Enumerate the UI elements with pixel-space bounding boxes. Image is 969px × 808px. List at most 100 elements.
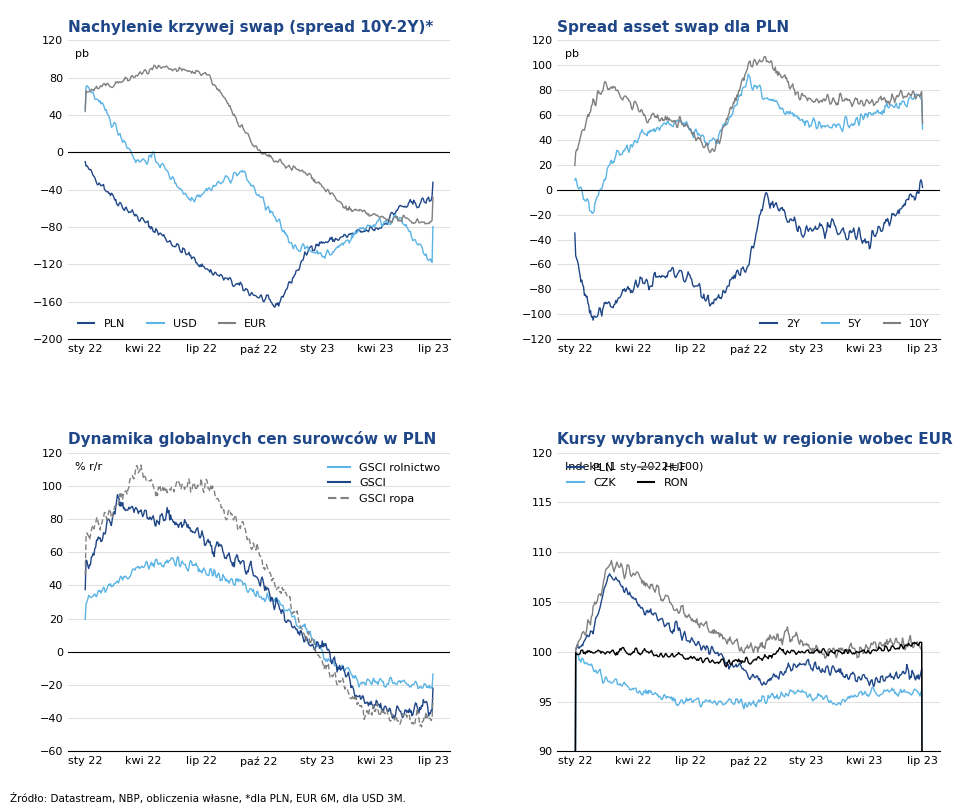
10Y [759,52,770,61]
USD [81,81,93,90]
GSCI ropa [331,680,343,690]
EUR [420,219,431,229]
EUR [148,61,160,70]
Line: HUF: HUF [575,561,922,808]
Text: Nachylenie krzywej swap (spread 10Y-2Y)*: Nachylenie krzywej swap (spread 10Y-2Y)* [68,20,433,35]
HUF [789,631,800,641]
5Y [586,208,598,218]
USD [426,258,438,267]
GSCI [79,585,91,595]
PLN [299,247,311,257]
Line: GSCI rolnictwo: GSCI rolnictwo [85,557,433,688]
CZK [821,691,832,701]
Legend: GSCI rolnictwo, GSCI, GSCI ropa: GSCI rolnictwo, GSCI, GSCI ropa [324,458,445,508]
GSCI [387,713,398,723]
10Y [706,144,718,154]
Line: PLN: PLN [575,574,922,808]
USD [333,242,345,252]
PLN [193,260,204,270]
USD [331,242,343,252]
5Y [824,123,835,133]
2Y [915,175,926,185]
Line: 10Y: 10Y [575,57,922,166]
GSCI ropa [136,461,147,470]
5Y [790,112,801,121]
GSCI [122,505,134,515]
PLN [821,662,832,671]
PLN [823,664,834,674]
GSCI ropa [333,675,345,685]
10Y [789,85,800,95]
EUR [331,196,343,205]
EUR [299,167,311,177]
Text: % r/r: % r/r [76,461,103,472]
Line: GSCI ropa: GSCI ropa [85,465,433,727]
EUR [121,74,133,83]
PLN [707,646,719,655]
Line: EUR: EUR [85,65,433,224]
GSCI ropa [79,570,91,580]
GSCI [331,667,343,677]
Text: pb: pb [565,49,579,59]
RON [914,638,925,647]
GSCI [427,684,439,693]
CZK [789,689,800,699]
5Y [707,133,719,143]
USD [299,244,311,254]
Line: PLN: PLN [85,162,433,307]
5Y [742,69,754,79]
GSCI rolnictwo [333,665,345,675]
HUF [707,629,719,638]
Text: pb: pb [76,49,89,59]
Legend: 2Y, 5Y, 10Y: 2Y, 5Y, 10Y [756,314,934,334]
PLN [217,273,229,283]
Legend: PLN, CZK, HUF, RON: PLN, CZK, HUF, RON [563,458,693,493]
10Y [569,161,580,170]
EUR [218,92,230,102]
5Y [569,175,580,185]
Line: 2Y: 2Y [575,180,922,320]
2Y [823,221,834,231]
HUF [823,645,834,654]
GSCI ropa [218,505,230,515]
Legend: PLN, USD, EUR: PLN, USD, EUR [74,314,271,334]
PLN [789,659,800,669]
GSCI rolnictwo [79,615,91,625]
2Y [683,269,695,279]
GSCI ropa [194,479,205,489]
5Y [917,124,928,134]
PLN [604,569,615,579]
GSCI ropa [121,490,133,499]
USD [427,222,439,232]
RON [822,650,833,660]
CZK [823,696,834,706]
GSCI rolnictwo [427,669,439,679]
GSCI [333,664,345,674]
PLN [331,234,343,244]
PLN [333,235,345,245]
CZK [611,680,623,689]
GSCI rolnictwo [194,564,205,574]
RON [610,648,622,658]
EUR [79,107,91,116]
PLN [683,636,695,646]
2Y [587,315,599,325]
HUF [683,609,695,619]
USD [194,191,205,200]
10Y [682,123,694,133]
EUR [194,68,205,78]
10Y [917,118,928,128]
5Y [822,120,833,130]
EUR [427,193,439,203]
RON [788,646,799,655]
2Y [821,226,832,236]
GSCI rolnictwo [331,661,343,671]
RON [682,654,694,664]
PLN [79,157,91,166]
2Y [917,183,928,192]
Text: Indeks (1 sty 2022=100): Indeks (1 sty 2022=100) [565,461,703,472]
USD [79,104,91,114]
CZK [571,648,582,658]
HUF [611,559,623,569]
Line: RON: RON [575,642,922,808]
